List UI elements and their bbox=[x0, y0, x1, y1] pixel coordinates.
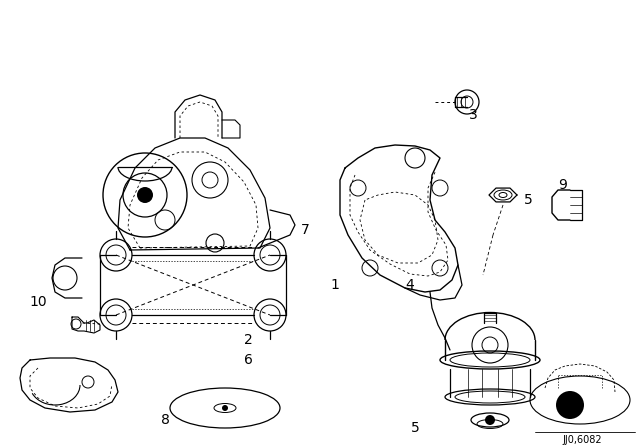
Circle shape bbox=[485, 415, 495, 425]
Text: 2: 2 bbox=[244, 333, 252, 347]
Circle shape bbox=[556, 391, 584, 419]
Circle shape bbox=[222, 405, 228, 411]
Text: 7: 7 bbox=[301, 223, 309, 237]
Circle shape bbox=[137, 187, 153, 203]
Text: 4: 4 bbox=[406, 278, 414, 292]
Text: JJ0,6082: JJ0,6082 bbox=[562, 435, 602, 445]
Text: 6: 6 bbox=[244, 353, 252, 367]
Text: 5: 5 bbox=[411, 421, 419, 435]
Text: 5: 5 bbox=[524, 193, 532, 207]
Text: 8: 8 bbox=[161, 413, 170, 427]
Text: 1: 1 bbox=[331, 278, 339, 292]
Text: 3: 3 bbox=[468, 108, 477, 122]
Text: 10: 10 bbox=[29, 295, 47, 309]
Text: 9: 9 bbox=[559, 178, 568, 192]
